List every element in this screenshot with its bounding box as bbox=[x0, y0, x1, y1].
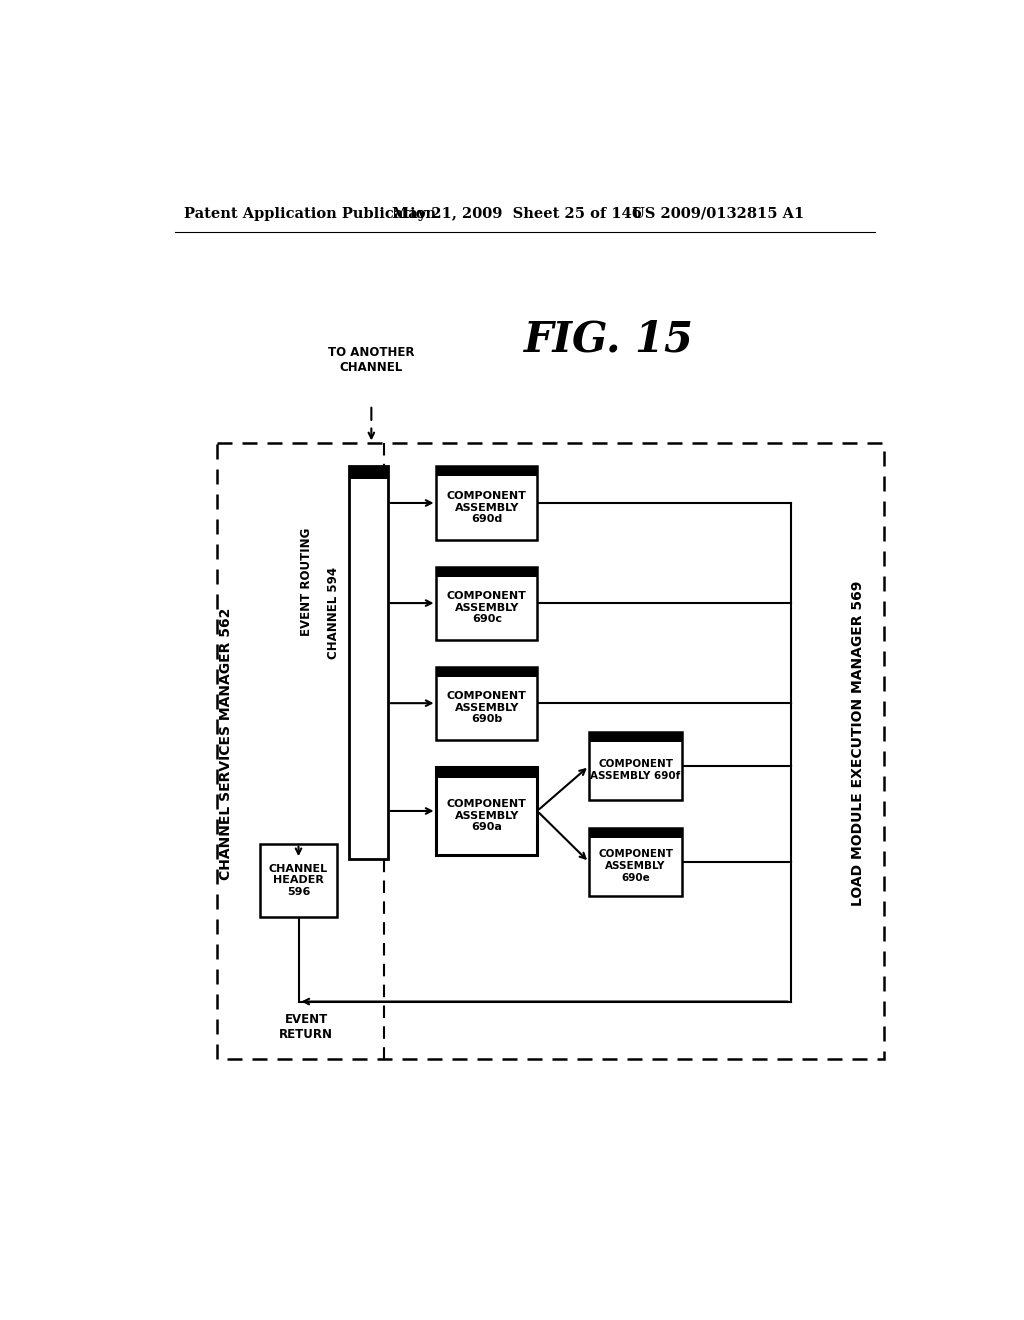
Bar bbox=[589, 829, 682, 896]
Bar bbox=[217, 444, 884, 1059]
Text: COMPONENT
ASSEMBLY
690e: COMPONENT ASSEMBLY 690e bbox=[598, 850, 673, 883]
Text: EVENT
RETURN: EVENT RETURN bbox=[280, 1014, 333, 1041]
Text: COMPONENT
ASSEMBLY
690a: COMPONENT ASSEMBLY 690a bbox=[446, 799, 526, 832]
Bar bbox=[436, 767, 538, 855]
Bar bbox=[589, 733, 682, 742]
Bar bbox=[436, 667, 538, 739]
Bar bbox=[349, 466, 388, 479]
Text: EVENT ROUTING: EVENT ROUTING bbox=[300, 528, 312, 636]
Bar bbox=[436, 566, 538, 577]
Bar bbox=[436, 466, 538, 540]
Text: Patent Application Publication: Patent Application Publication bbox=[183, 207, 436, 220]
Bar bbox=[589, 829, 682, 838]
Text: CHANNEL SERVICES MANAGER 562: CHANNEL SERVICES MANAGER 562 bbox=[219, 607, 233, 880]
Bar bbox=[436, 466, 538, 477]
Bar bbox=[436, 566, 538, 640]
Bar bbox=[260, 843, 337, 917]
Text: COMPONENT
ASSEMBLY 690f: COMPONENT ASSEMBLY 690f bbox=[591, 759, 681, 780]
Bar bbox=[436, 767, 538, 779]
Text: TO ANOTHER
CHANNEL: TO ANOTHER CHANNEL bbox=[328, 346, 415, 374]
Text: US 2009/0132815 A1: US 2009/0132815 A1 bbox=[632, 207, 804, 220]
Text: FIG. 15: FIG. 15 bbox=[523, 318, 693, 360]
Bar bbox=[436, 667, 538, 677]
Text: CHANNEL 594: CHANNEL 594 bbox=[327, 566, 340, 659]
Text: CHANNEL
HEADER
596: CHANNEL HEADER 596 bbox=[269, 863, 328, 896]
Bar bbox=[349, 466, 388, 859]
Text: LOAD MODULE EXECUTION MANAGER 569: LOAD MODULE EXECUTION MANAGER 569 bbox=[851, 581, 865, 907]
Text: COMPONENT
ASSEMBLY
690c: COMPONENT ASSEMBLY 690c bbox=[446, 591, 526, 624]
Bar bbox=[589, 733, 682, 800]
Text: May 21, 2009  Sheet 25 of 146: May 21, 2009 Sheet 25 of 146 bbox=[391, 207, 641, 220]
Text: COMPONENT
ASSEMBLY
690d: COMPONENT ASSEMBLY 690d bbox=[446, 491, 526, 524]
Text: COMPONENT
ASSEMBLY
690b: COMPONENT ASSEMBLY 690b bbox=[446, 692, 526, 725]
